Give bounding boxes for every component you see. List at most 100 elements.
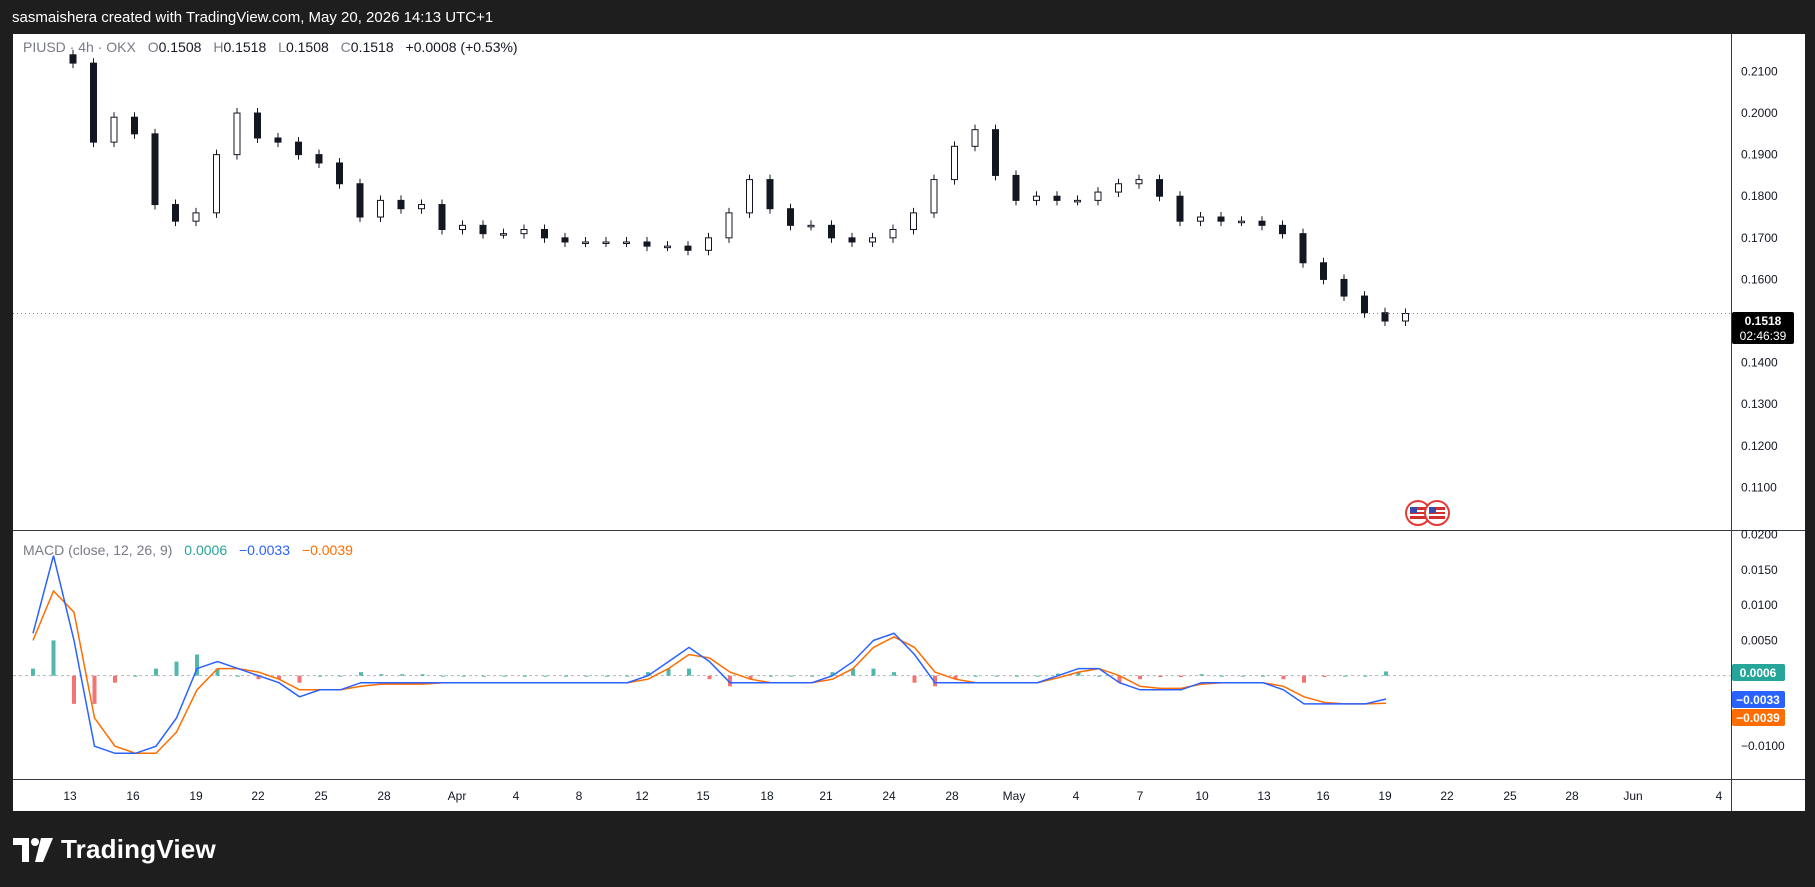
- time-tick-label: 22: [251, 789, 265, 803]
- chart-frame[interactable]: 0.2100 0.2000 0.1900 0.1800 0.1700 0.1600 0.14…: [13, 34, 1805, 811]
- candle-body: [1238, 220, 1245, 224]
- macd-histogram-bar: [400, 674, 404, 676]
- macd-histogram-bar: [1158, 675, 1163, 678]
- candle-body: [1033, 195, 1040, 201]
- time-tick-label: 8: [576, 789, 583, 803]
- time-tick-label: 25: [1503, 789, 1517, 803]
- candle-body: [828, 224, 835, 239]
- candle-body: [1053, 195, 1061, 201]
- time-tick-label: Apr: [448, 789, 467, 803]
- macd-histogram-bar: [1035, 675, 1040, 677]
- candle-body: [705, 237, 712, 251]
- candle-body: [1176, 195, 1184, 222]
- badge-histogram: 0.0006: [1740, 666, 1777, 680]
- price-tick-label: 0.1800: [1741, 189, 1778, 203]
- macd-histogram-bar: [933, 675, 937, 687]
- time-tick-label: 19: [1378, 789, 1392, 803]
- candle-body: [192, 212, 200, 222]
- macd-histogram-bar: [1363, 675, 1368, 677]
- macd-histogram-bar: [215, 668, 220, 676]
- macd-histogram-bar: [1056, 673, 1060, 676]
- macd-histogram-bar: [1322, 675, 1327, 678]
- candle-body: [274, 137, 282, 143]
- time-tick-label: 13: [63, 789, 77, 803]
- macd-pane[interactable]: [13, 555, 1731, 755]
- chart-svg[interactable]: 0.2100 0.2000 0.1900 0.1800 0.1700 0.1600 0.14…: [13, 34, 1805, 811]
- badge-macd: −0.0033: [1736, 693, 1780, 707]
- candle-body: [582, 241, 589, 244]
- candle-body: [992, 129, 999, 176]
- watermark-text: sasmaishera created with TradingView.com…: [12, 9, 494, 26]
- candle-body: [787, 208, 794, 226]
- candle-body: [69, 54, 77, 64]
- macd-legend-signal: −0.0039: [302, 542, 353, 558]
- macd-histogram-bar: [1240, 675, 1245, 677]
- price-pane[interactable]: [13, 49, 1731, 327]
- time-tick-label: 15: [696, 789, 710, 803]
- candle-body: [684, 245, 692, 251]
- macd-histogram-bar: [72, 675, 76, 704]
- legend-c-label: C: [341, 39, 351, 55]
- candle-body: [459, 224, 466, 231]
- time-tick-label: Jun: [1623, 789, 1642, 803]
- time-tick-label: May: [1003, 789, 1026, 803]
- macd-histogram-bar: [256, 675, 261, 680]
- macd-histogram-bar: [1343, 675, 1347, 677]
- macd-histogram-bar: [236, 675, 240, 677]
- time-tick-label: 28: [945, 789, 959, 803]
- candle-body: [1340, 278, 1348, 297]
- price-tick-label: 0.1900: [1741, 148, 1778, 162]
- candle-body: [1156, 179, 1163, 197]
- legend-h-label: H: [213, 39, 223, 55]
- candle-body: [213, 154, 220, 214]
- macd-histogram-bar: [133, 675, 138, 677]
- candle-body: [336, 162, 343, 185]
- macd-histogram-bar: [1199, 674, 1204, 676]
- us-flag-event-icon[interactable]: [1405, 500, 1450, 526]
- macd-histogram-bar: [174, 661, 179, 676]
- last-price-value: 0.1518: [1745, 314, 1782, 328]
- macd-histogram-bar: [769, 675, 773, 677]
- time-tick-label: 28: [1565, 789, 1579, 803]
- time-tick-label: 16: [126, 789, 140, 803]
- time-tick-label: 21: [819, 789, 833, 803]
- candle-body: [1135, 179, 1143, 185]
- candle-body: [807, 224, 815, 228]
- legend-l-value: 0.1508: [286, 39, 329, 55]
- candle-body: [418, 204, 425, 210]
- time-tick-label: 16: [1316, 789, 1330, 803]
- macd-histogram-bar: [830, 672, 835, 676]
- candle-body: [1361, 295, 1368, 314]
- candle-body: [561, 237, 569, 243]
- macd-histogram-bar: [605, 675, 609, 677]
- macd-histogram-bar: [359, 672, 363, 676]
- macd-histogram-bar: [953, 675, 958, 680]
- macd-histogram-bar: [113, 675, 117, 683]
- candle-body: [377, 199, 384, 218]
- candle-body: [930, 179, 938, 214]
- macd-legend: MACD (close, 12, 26, 9) 0.0006 −0.0033 −…: [23, 542, 353, 558]
- macd-histogram-bar: [420, 674, 425, 676]
- macd-legend-histogram: 0.0006: [184, 542, 227, 558]
- macd-histogram-bar: [154, 668, 158, 676]
- macd-histogram-bar: [666, 668, 671, 676]
- macd-histogram-bar: [646, 672, 650, 676]
- macd-histogram-bar: [789, 675, 794, 677]
- macd-histogram-bar: [1302, 675, 1306, 683]
- macd-histogram-bar: [912, 675, 917, 683]
- macd-histogram-bar: [543, 675, 548, 677]
- candle-body: [233, 112, 241, 156]
- macd-histogram-bar: [1097, 675, 1101, 677]
- macd-histogram-bar: [564, 675, 568, 677]
- time-tick-label: 12: [635, 789, 649, 803]
- macd-line: [32, 555, 1387, 755]
- macd-histogram-bar: [994, 675, 999, 677]
- time-tick-label: 13: [1257, 789, 1271, 803]
- candle-body: [643, 241, 651, 247]
- price-tick-label: 0.2100: [1741, 64, 1778, 78]
- macd-histogram-bar: [461, 675, 466, 677]
- macd-histogram-bar: [871, 668, 876, 676]
- macd-histogram-bar: [51, 640, 56, 676]
- macd-legend-macd: −0.0033: [239, 542, 290, 558]
- time-tick-label: 19: [189, 789, 203, 803]
